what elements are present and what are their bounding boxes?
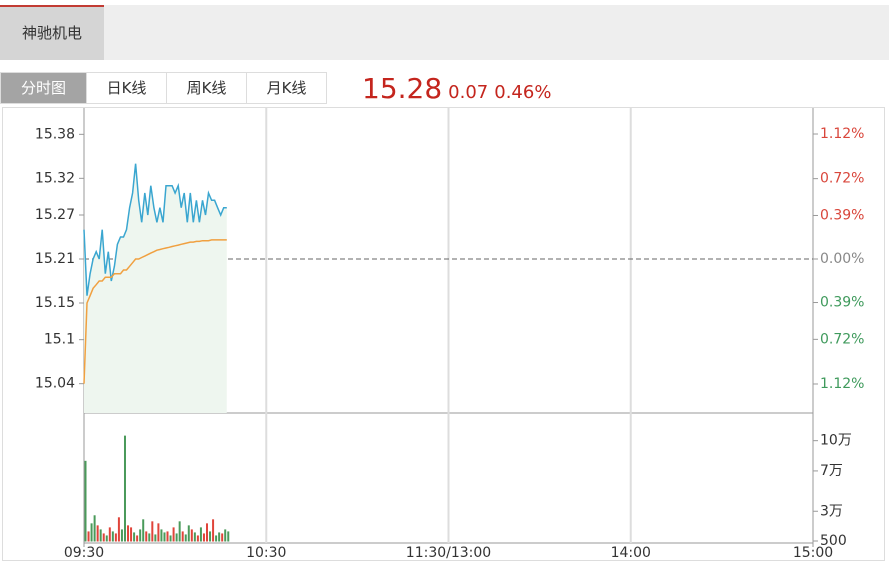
volume-tick-label: 500: [820, 533, 847, 549]
volume-bar: [178, 521, 181, 542]
volume-bar: [193, 532, 196, 542]
volume-bar: [114, 533, 117, 542]
volume-bar: [117, 517, 120, 542]
volume-bar: [130, 527, 133, 542]
volume-bar: [199, 527, 202, 542]
y2-tick-label: 1.12%: [820, 376, 864, 392]
volume-bar: [99, 529, 102, 542]
volume-bar: [87, 531, 90, 542]
volume-bar: [142, 519, 145, 542]
volume-bar: [206, 523, 208, 542]
change: 0.07: [448, 82, 489, 103]
chart-tabs: 分时图 日K线 周K线 月K线: [0, 72, 327, 104]
volume-bar: [96, 525, 99, 542]
volume-bar: [221, 533, 224, 542]
volume-bar: [127, 525, 130, 542]
volume-bar: [181, 531, 184, 542]
volume-bar: [209, 531, 212, 542]
volume-bar: [145, 531, 148, 542]
volume-bar: [154, 534, 157, 542]
volume-bar: [136, 535, 139, 542]
average-line: [83, 239, 227, 384]
volume-bar: [175, 533, 178, 542]
volume-bar: [215, 535, 218, 542]
volume-bar: [151, 521, 154, 542]
volume-bar: [172, 527, 175, 542]
volume-bar: [84, 460, 87, 542]
volume-bar: [224, 529, 227, 542]
volume-bar: [187, 525, 190, 542]
volume-bar: [133, 532, 136, 542]
volume-bar: [212, 519, 215, 542]
volume-bar: [139, 529, 142, 542]
volume-bar: [102, 533, 105, 542]
volume-bar: [93, 515, 96, 542]
volume-bar: [123, 435, 126, 542]
volume-bar: [190, 529, 193, 542]
y-tick-label: 15.04: [35, 376, 75, 392]
change-percent: 0.46%: [494, 82, 552, 103]
y2-tick-label: 0.72%: [820, 171, 864, 187]
x-tick-label: 10:30: [246, 545, 286, 561]
x-tick-label: 15:00: [793, 545, 833, 561]
x-tick-label: 09:30: [64, 545, 104, 561]
x-tick-label: 11:30/13:00: [406, 545, 491, 561]
y2-tick-label: 0.72%: [820, 331, 864, 347]
price-line: [83, 163, 227, 296]
volume-bar: [202, 533, 205, 542]
x-tick-label: 14:00: [611, 545, 651, 561]
volume-bar: [90, 523, 93, 542]
y-tick-label: 15.27: [35, 207, 75, 223]
chart-tab[interactable]: 日K线: [87, 72, 167, 104]
price-area: [84, 163, 227, 413]
y-tick-label: 15.32: [35, 170, 75, 186]
volume-bar: [184, 534, 187, 542]
volume-bar: [120, 529, 123, 542]
volume-bar: [169, 535, 172, 542]
y-tick-label: 15.15: [35, 295, 75, 311]
chart-tab[interactable]: 分时图: [0, 72, 87, 104]
volume-bar: [227, 531, 230, 542]
volume-tick-label: 10万: [820, 433, 852, 449]
volume-bar: [218, 532, 221, 542]
volume-tick-label: 3万: [820, 503, 843, 519]
y2-tick-label: 0.00%: [820, 251, 864, 267]
y2-tick-label: 1.12%: [820, 126, 864, 142]
volume-bar: [111, 531, 114, 542]
quote: 15.28 0.07 0.46%: [362, 72, 551, 105]
chart-tab[interactable]: 周K线: [167, 72, 247, 104]
volume-bar: [148, 533, 151, 542]
volume-tick-label: 7万: [820, 463, 843, 479]
y-tick-label: 15.21: [35, 251, 75, 267]
volume-bar: [160, 529, 163, 542]
y2-tick-label: 0.39%: [820, 207, 864, 223]
y-tick-label: 15.1: [44, 332, 75, 348]
stock-tab-bar: 神驰机电: [0, 5, 889, 60]
chart-frame: [2, 107, 885, 561]
volume-bar: [196, 535, 199, 542]
volume-bar: [166, 531, 169, 542]
volume-bar: [157, 523, 160, 542]
volume-bar: [163, 532, 166, 542]
volume-bar: [108, 527, 111, 542]
chart-tab[interactable]: 月K线: [247, 72, 327, 104]
volume-bar: [105, 535, 108, 542]
price: 15.28: [362, 72, 443, 105]
y-tick-label: 15.38: [35, 126, 75, 142]
y2-tick-label: 0.39%: [820, 295, 864, 311]
stock-tab[interactable]: 神驰机电: [0, 5, 104, 60]
